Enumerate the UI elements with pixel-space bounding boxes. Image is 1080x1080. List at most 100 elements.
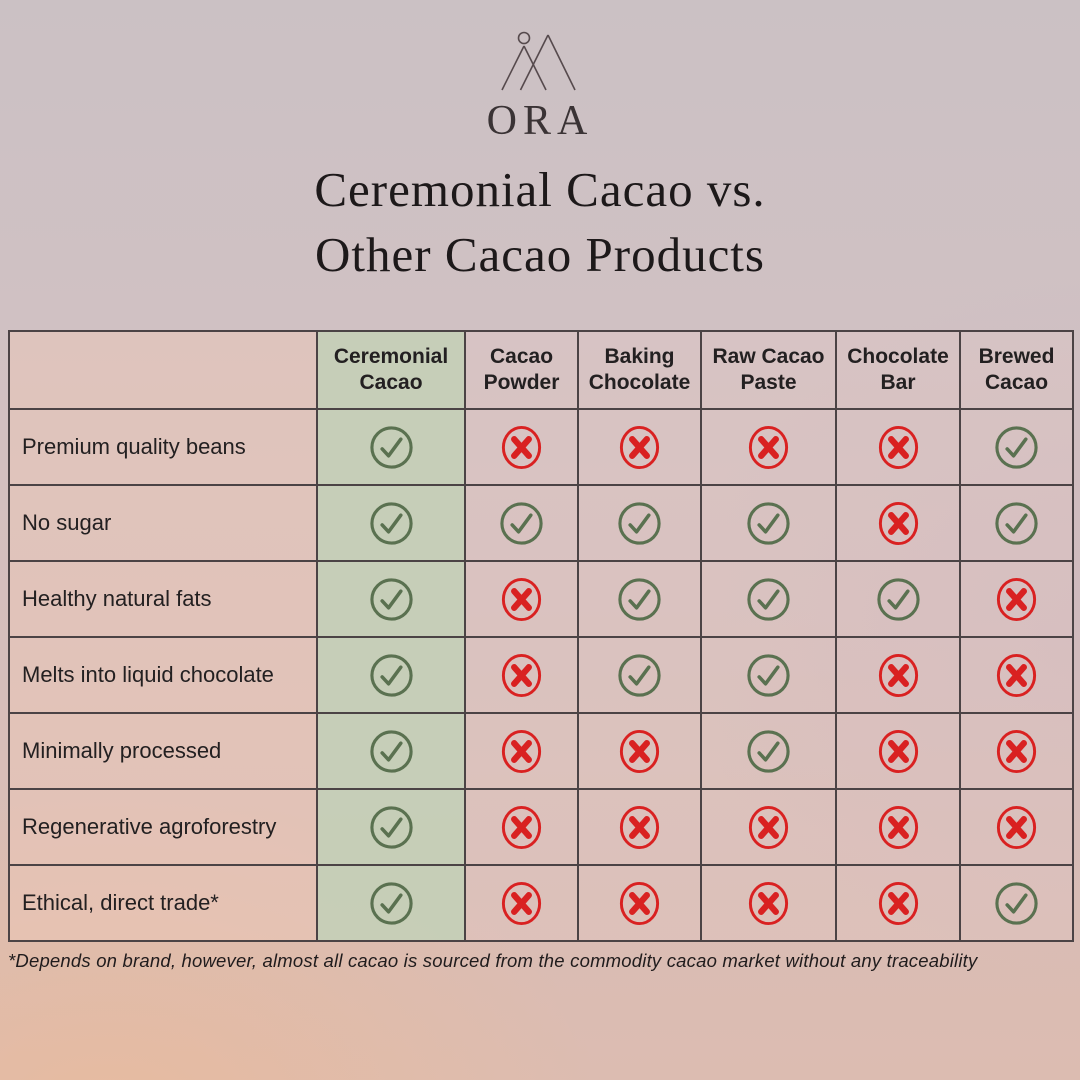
cross-icon (993, 576, 1040, 623)
check-icon (745, 728, 792, 775)
comparison-table: Ceremonial Cacao Cacao Powder Baking Choco… (8, 330, 1074, 942)
cross-icon (745, 880, 792, 927)
check-icon (498, 500, 545, 547)
check-icon (993, 424, 1040, 471)
footnote: *Depends on brand, however, almost all c… (8, 950, 978, 971)
brand-name: ORA (486, 98, 594, 144)
check-icon (368, 804, 415, 851)
table-cell-cacao-powder-cross (466, 410, 579, 486)
table-cell-cacao-powder-cross (466, 790, 579, 866)
check-icon (368, 500, 415, 547)
column-header-brewed-cacao: Brewed Cacao (961, 332, 1074, 410)
table-cell-ceremonial-cacao-check (318, 866, 466, 942)
table-cell-raw-cacao-paste-check (702, 486, 837, 562)
cross-icon (616, 728, 663, 775)
row-label-no-sugar: No sugar (10, 486, 318, 562)
check-icon (745, 576, 792, 623)
table-cell-raw-cacao-paste-cross (702, 866, 837, 942)
table-cell-baking-chocolate-cross (579, 410, 702, 486)
table-cell-chocolate-bar-check (837, 562, 961, 638)
table-cell-baking-chocolate-check (579, 486, 702, 562)
table-cell-chocolate-bar-cross (837, 486, 961, 562)
table-cell-raw-cacao-paste-check (702, 562, 837, 638)
check-icon (368, 576, 415, 623)
check-icon (368, 652, 415, 699)
table-cell-brewed-cacao-check (961, 486, 1074, 562)
cross-icon (498, 728, 545, 775)
table-cell-chocolate-bar-cross (837, 638, 961, 714)
table-cell-baking-chocolate-check (579, 638, 702, 714)
table-cell-cacao-powder-cross (466, 866, 579, 942)
cross-icon (993, 728, 1040, 775)
check-icon (993, 500, 1040, 547)
check-icon (368, 880, 415, 927)
cross-icon (498, 576, 545, 623)
column-header-baking-chocolate: Baking Chocolate (579, 332, 702, 410)
cross-icon (875, 804, 922, 851)
cross-icon (875, 728, 922, 775)
row-label-minimally-processed: Minimally processed (10, 714, 318, 790)
cross-icon (498, 652, 545, 699)
table-cell-baking-chocolate-cross (579, 714, 702, 790)
cross-icon (616, 804, 663, 851)
table-cell-brewed-cacao-cross (961, 638, 1074, 714)
page-title-line1: Ceremonial Cacao vs. (314, 162, 766, 217)
table-cell-baking-chocolate-cross (579, 866, 702, 942)
column-header-chocolate-bar: Chocolate Bar (837, 332, 961, 410)
check-icon (368, 424, 415, 471)
table-cell-raw-cacao-paste-check (702, 638, 837, 714)
cross-icon (993, 652, 1040, 699)
table-cell-ceremonial-cacao-check (318, 714, 466, 790)
cross-icon (745, 424, 792, 471)
table-cell-brewed-cacao-check (961, 410, 1074, 486)
table-corner-cell (10, 332, 318, 410)
table-cell-chocolate-bar-cross (837, 866, 961, 942)
cross-icon (498, 424, 545, 471)
table-cell-cacao-powder-check (466, 486, 579, 562)
column-header-ceremonial-cacao: Ceremonial Cacao (318, 332, 466, 410)
cross-icon (498, 880, 545, 927)
table-cell-chocolate-bar-cross (837, 790, 961, 866)
table-cell-brewed-cacao-cross (961, 714, 1074, 790)
table-cell-raw-cacao-paste-cross (702, 410, 837, 486)
cross-icon (498, 804, 545, 851)
check-icon (993, 880, 1040, 927)
table-cell-ceremonial-cacao-check (318, 638, 466, 714)
brand-logo: ORA (0, 26, 1080, 142)
cross-icon (616, 880, 663, 927)
cross-icon (745, 804, 792, 851)
row-label-premium-quality-beans: Premium quality beans (10, 410, 318, 486)
row-label-melts-into-liquid-chocolate: Melts into liquid chocolate (10, 638, 318, 714)
table-cell-brewed-cacao-check (961, 866, 1074, 942)
table-cell-brewed-cacao-cross (961, 790, 1074, 866)
cross-icon (875, 880, 922, 927)
table-cell-ceremonial-cacao-check (318, 790, 466, 866)
table-cell-brewed-cacao-cross (961, 562, 1074, 638)
table-cell-cacao-powder-cross (466, 562, 579, 638)
table-cell-chocolate-bar-cross (837, 714, 961, 790)
row-label-ethical-direct-trade: Ethical, direct trade* (10, 866, 318, 942)
cross-icon (875, 500, 922, 547)
check-icon (745, 652, 792, 699)
check-icon (616, 500, 663, 547)
row-label-healthy-natural-fats: Healthy natural fats (10, 562, 318, 638)
table-cell-ceremonial-cacao-check (318, 410, 466, 486)
cross-icon (875, 424, 922, 471)
mountain-logo-icon (501, 31, 576, 91)
table-cell-cacao-powder-cross (466, 714, 579, 790)
row-label-regenerative-agroforestry: Regenerative agroforestry (10, 790, 318, 866)
check-icon (616, 576, 663, 623)
cross-icon (875, 652, 922, 699)
column-header-raw-cacao-paste: Raw Cacao Paste (702, 332, 837, 410)
table-cell-baking-chocolate-cross (579, 790, 702, 866)
table-cell-baking-chocolate-check (579, 562, 702, 638)
check-icon (745, 500, 792, 547)
page-title-line2: Other Cacao Products (315, 226, 765, 282)
column-header-cacao-powder: Cacao Powder (466, 332, 579, 410)
table-cell-raw-cacao-paste-check (702, 714, 837, 790)
table-cell-chocolate-bar-cross (837, 410, 961, 486)
table-cell-ceremonial-cacao-check (318, 562, 466, 638)
cross-icon (993, 804, 1040, 851)
table-cell-raw-cacao-paste-cross (702, 790, 837, 866)
check-icon (616, 652, 663, 699)
